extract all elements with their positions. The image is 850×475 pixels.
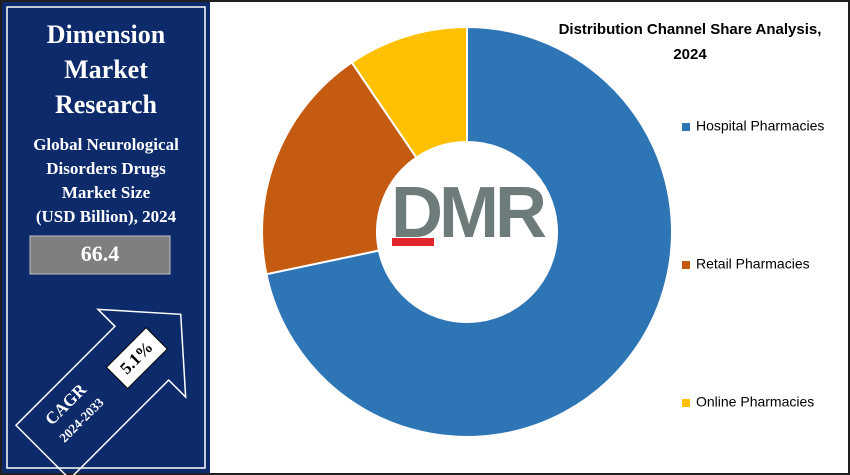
donut-slice [350, 25, 468, 159]
legend-label: Online Pharmacies [696, 394, 814, 410]
legend-swatch [682, 261, 690, 269]
subtitle-line: (USD Billion), 2024 [36, 207, 177, 226]
donut-slice [265, 25, 673, 438]
data-label: 71.7% [761, 316, 818, 341]
market-size-box [29, 235, 171, 275]
brand-line: Research [55, 90, 158, 119]
arrow-outline [14, 308, 187, 475]
cagr-box [105, 327, 168, 390]
panel-border [6, 6, 206, 469]
subtitle-line: Disorders Drugs [46, 159, 166, 178]
donut-slice [261, 61, 418, 276]
market-size: 66.4 [81, 241, 120, 266]
logo-accent [392, 238, 434, 246]
legend-label: Retail Pharmacies [696, 256, 810, 272]
legend: Hospital Pharmacies Retail Pharmacies Onli… [682, 118, 824, 410]
chart-title: Distribution Channel Share Analysis, [559, 21, 822, 38]
brand-line: Market [64, 55, 148, 84]
legend-label: Hospital Pharmacies [696, 118, 824, 134]
subtitle: Global Neurological Disorders Drugs Mark… [33, 135, 179, 226]
brand: Dimension Market Research [47, 20, 166, 119]
subtitle-line: Global Neurological [33, 135, 179, 154]
logo: DMR [391, 173, 550, 253]
legend-swatch [682, 123, 690, 131]
legend-swatch [682, 399, 690, 407]
chart-title: 2024 [673, 46, 707, 63]
brand-line: Dimension [47, 20, 166, 49]
donut: 71.7% [261, 25, 818, 438]
subtitle-line: Market Size [62, 183, 151, 202]
